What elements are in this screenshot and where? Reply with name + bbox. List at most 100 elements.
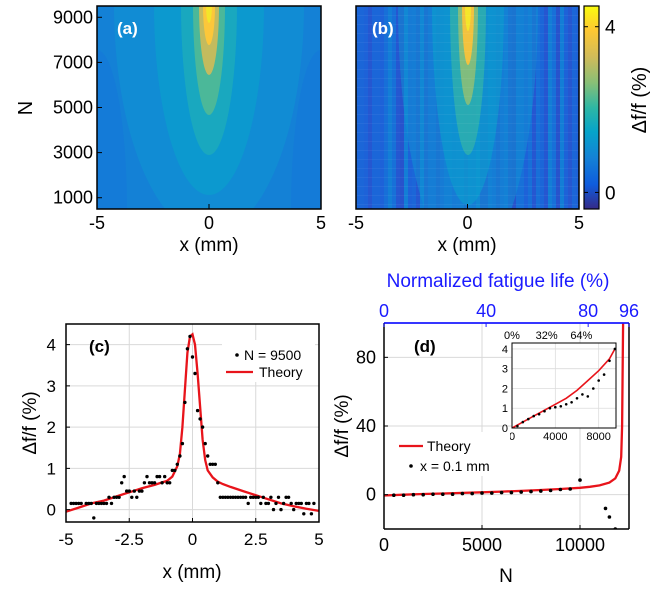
- data-point-c: [279, 507, 283, 512]
- data-point-c: [269, 495, 273, 499]
- data-point-c: [82, 522, 85, 525]
- heatmap-b-stripe: [560, 6, 564, 209]
- inset-y-tick-label: 3: [502, 364, 508, 376]
- data-point-c: [147, 481, 152, 485]
- data-point-c: [178, 454, 182, 458]
- y-tick-label-c: 1: [47, 459, 56, 478]
- inset-data-point: [532, 414, 535, 418]
- data-point-c: [71, 501, 76, 506]
- data-point-c: [251, 495, 255, 499]
- heatmap-b-row-line: [356, 24, 579, 25]
- heatmap-b-row-line: [356, 195, 579, 196]
- heatmap-b-row-line: [356, 159, 579, 160]
- data-point-d: [490, 491, 494, 495]
- heatmap-b-row-line: [356, 150, 579, 151]
- heatmap-b-field: [356, 6, 579, 209]
- data-point-c: [99, 501, 104, 506]
- legend-c-label-theory: Theory: [259, 364, 303, 380]
- x-tick-label-b: -5: [348, 213, 364, 233]
- data-point-c: [175, 462, 179, 466]
- inset-data-point: [564, 403, 568, 406]
- data-point-c: [142, 481, 147, 485]
- heatmap-b-stripe: [556, 6, 560, 209]
- data-point-c: [243, 495, 248, 499]
- data-point-c: [117, 495, 121, 499]
- heatmap-b-stripe: [544, 6, 548, 209]
- data-point-c: [165, 481, 169, 485]
- inset-top-tick-label: 32%: [536, 330, 558, 342]
- legend-d: Theory x = 0.1 mm: [394, 432, 510, 476]
- data-point-d: [509, 490, 514, 495]
- data-point-c: [130, 495, 134, 499]
- heatmap-b-stripe: [540, 6, 544, 209]
- data-point-c: [211, 462, 215, 466]
- data-point-c: [155, 474, 159, 479]
- data-point-c: [180, 441, 185, 446]
- data-point-c: [271, 507, 276, 512]
- theory-curve-c: [66, 332, 319, 513]
- data-point-c: [104, 501, 109, 506]
- inset-x-tick-label: 8000: [586, 431, 610, 443]
- inset-y-tick-label: 1: [502, 403, 508, 415]
- inset-frame: [511, 342, 617, 429]
- data-point-c: [249, 495, 253, 499]
- x-tick-label-d: 10000: [555, 535, 605, 555]
- x-tick-label-c: -5: [58, 530, 73, 549]
- heatmap-b-stripe: [548, 6, 552, 209]
- data-points-c: [69, 334, 316, 525]
- panel-d-label: (d): [414, 337, 436, 356]
- inset-y-tick-label: 0: [502, 423, 508, 435]
- data-point-c: [127, 489, 131, 493]
- data-point-c: [286, 495, 291, 499]
- inset-data-point: [597, 379, 600, 382]
- heatmap-b-stripe: [388, 6, 392, 209]
- data-point-c: [304, 501, 309, 506]
- data-point-c: [190, 355, 195, 359]
- data-point-c: [92, 516, 96, 520]
- data-point-c: [132, 489, 136, 493]
- inset-x-tick-label: 4000: [543, 431, 567, 443]
- data-point-c: [102, 501, 106, 506]
- legend-c-box: [222, 340, 315, 382]
- data-point-d: [480, 491, 484, 495]
- data-point-c: [297, 501, 301, 506]
- x-tick-label-b: 0: [462, 213, 472, 233]
- y-axis-label-d: Δf/f (%): [332, 394, 353, 457]
- data-point-c: [292, 507, 296, 512]
- panel-b-label: (b): [372, 19, 394, 38]
- y-tick-label-a: 1000: [53, 188, 93, 208]
- data-point-c: [168, 481, 172, 485]
- data-point-c: [233, 495, 238, 499]
- inset-y-tick-label: 2: [502, 383, 508, 395]
- data-point-d: [558, 487, 563, 492]
- heatmap-b-stripe: [372, 6, 376, 209]
- heatmap-b-stripe: [572, 6, 576, 209]
- heatmap-b-stripe: [400, 6, 404, 209]
- colorbar-label: Δf/f (%): [629, 67, 651, 134]
- data-point-d: [421, 492, 426, 497]
- data-point-c: [203, 441, 207, 446]
- data-point-d: [392, 493, 396, 498]
- axis-ticks-c: -5 -2.5 0 2.5 5 0 1 2 3 4: [47, 336, 324, 549]
- data-point-c: [69, 501, 73, 506]
- data-point-c: [160, 481, 164, 485]
- top-tick-label-d: 40: [476, 301, 496, 321]
- axis-ticks-b: -5 0 5: [348, 204, 584, 233]
- data-point-d: [548, 488, 553, 493]
- data-point-c: [97, 501, 101, 506]
- data-point-d: [578, 478, 582, 482]
- data-point-c: [109, 501, 114, 506]
- heatmap-b-stripe: [364, 6, 368, 209]
- x-axis-label-a: x (mm): [179, 235, 238, 256]
- data-point-c: [122, 474, 126, 479]
- data-point-c: [216, 481, 220, 485]
- data-point-d: [607, 515, 612, 519]
- y-tick-label-a: 3000: [53, 143, 93, 163]
- data-point-c: [208, 462, 212, 466]
- heatmap-b-row-line: [356, 96, 579, 97]
- heatmap-b-row-line: [356, 186, 579, 187]
- y-tick-label-a: 5000: [53, 98, 93, 118]
- y-axis-label-a: N: [15, 101, 37, 115]
- inset-d: 0 4000 8000 0 1 2 3 4 0% 32% 64%: [502, 330, 617, 443]
